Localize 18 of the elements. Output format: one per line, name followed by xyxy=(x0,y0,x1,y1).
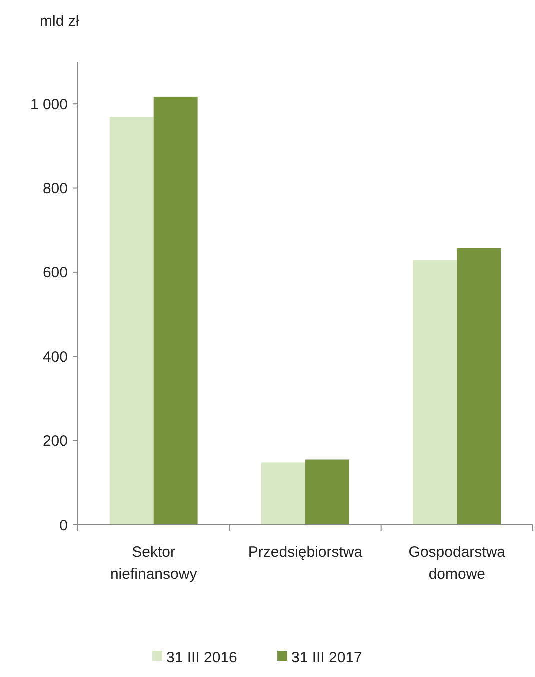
x-tick-label: Przedsiębiorstwa xyxy=(248,544,364,561)
bar xyxy=(110,117,154,525)
bar xyxy=(154,96,198,525)
bar xyxy=(457,248,502,525)
y-tick-label: 600 xyxy=(42,264,68,282)
bar xyxy=(413,260,458,525)
bar xyxy=(306,460,350,525)
y-tick-label: 800 xyxy=(42,180,68,198)
y-tick-label: 400 xyxy=(42,348,68,366)
legend-label: 31 III 2017 xyxy=(292,649,362,666)
legend-label: 31 III 2016 xyxy=(166,649,238,666)
x-tick-label: Sektor niefinansowy xyxy=(110,544,198,583)
x-tick-label: Gospodarstwa domowe xyxy=(408,544,506,583)
y-tick-label: 0 xyxy=(60,517,68,534)
y-tick-label: 200 xyxy=(42,433,68,450)
y-tick-label: 1 000 xyxy=(30,96,68,114)
y-axis-title: mld zł xyxy=(40,13,80,30)
bar xyxy=(262,462,306,525)
